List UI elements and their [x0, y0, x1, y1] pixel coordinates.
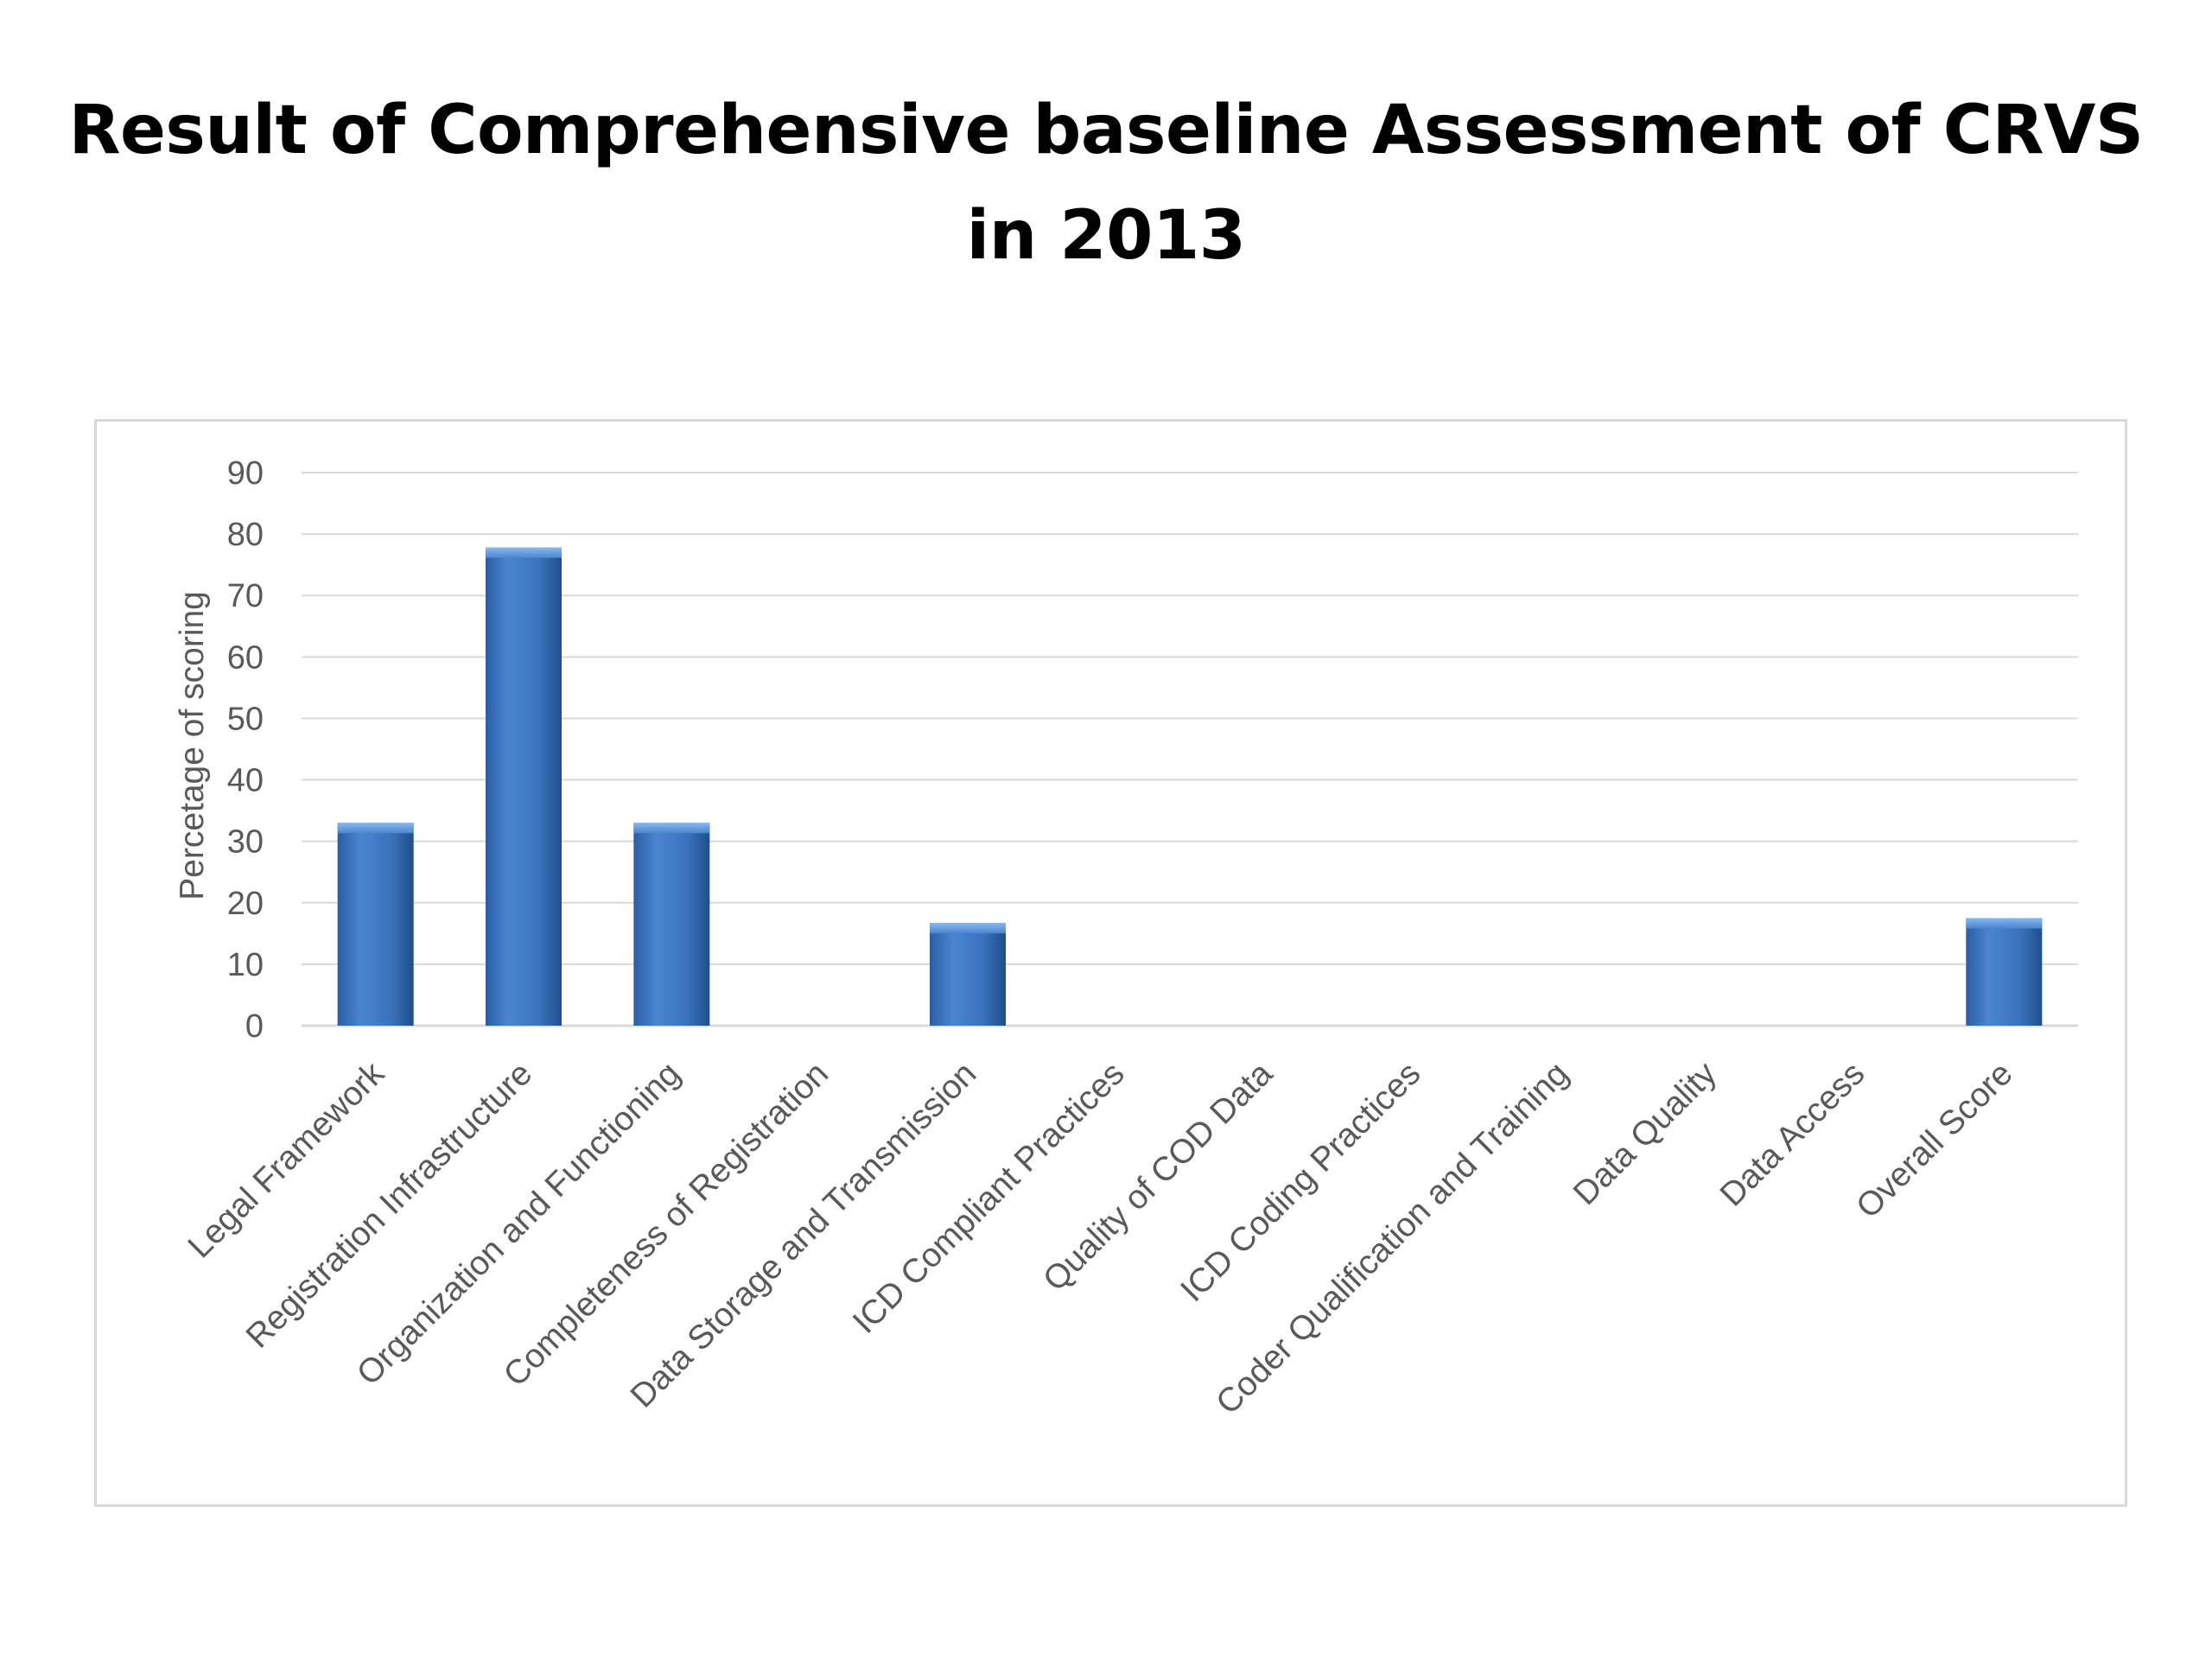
slide-title-line-2: in 2013 — [966, 197, 1246, 275]
y-tick-label: 40 — [227, 763, 264, 799]
x-category-label: Data Access — [1713, 1055, 1872, 1214]
y-tick-label: 20 — [227, 886, 264, 922]
x-category-label: ICD Coding Practices — [1173, 1055, 1427, 1309]
bar-12 — [1966, 918, 2043, 1026]
grid-lines — [302, 472, 2078, 1027]
slide-title: Result of Comprehensive baseline Assessm… — [0, 78, 2212, 289]
x-category-label: Organization and Functioning — [350, 1055, 688, 1393]
bar-chart: 0 10 20 30 40 50 60 70 80 90 Legal FrameworkRegis… — [174, 455, 2078, 1422]
bar-1 — [337, 823, 414, 1026]
bar-body — [1966, 918, 2043, 1026]
y-tick-label: 60 — [227, 639, 264, 676]
bar-3 — [633, 823, 710, 1026]
bar-cap — [486, 547, 562, 558]
bar-cap — [633, 823, 710, 834]
bar-body — [486, 547, 562, 1026]
y-axis-title: Percetage of scoring — [174, 591, 211, 900]
y-tick-label: 80 — [227, 517, 264, 553]
bar-cap — [1966, 918, 2043, 929]
y-tick-label: 70 — [227, 578, 264, 614]
bar-body — [633, 823, 710, 1026]
y-tick-label: 90 — [227, 455, 264, 492]
slide-title-line-1: Result of Comprehensive baseline Assessm… — [68, 92, 2144, 169]
x-category-label: Completeness of Registration — [497, 1055, 836, 1394]
x-category-label: Overall Score — [1849, 1055, 2019, 1225]
bar-cap — [337, 823, 414, 834]
y-tick-label: 0 — [245, 1008, 264, 1045]
y-axis-ticks: 0 10 20 30 40 50 60 70 80 90 — [227, 455, 264, 1045]
chart-frame: 0 10 20 30 40 50 60 70 80 90 Legal Framework Regis… — [94, 419, 2127, 1507]
x-category-label: Data Quality — [1567, 1055, 1725, 1213]
bar-body — [930, 923, 1006, 1026]
bar-cap — [930, 923, 1006, 934]
y-tick-label: 30 — [227, 824, 264, 861]
bar-5 — [930, 923, 1006, 1026]
bar-2 — [486, 547, 562, 1026]
x-category-label: Registration Infrastructure — [239, 1055, 540, 1356]
x-category-label: ICD Compliant Practices — [846, 1055, 1132, 1341]
y-tick-label: 10 — [227, 947, 264, 983]
bars — [337, 547, 2043, 1026]
y-tick-label: 50 — [227, 701, 264, 737]
bar-body — [337, 823, 414, 1026]
